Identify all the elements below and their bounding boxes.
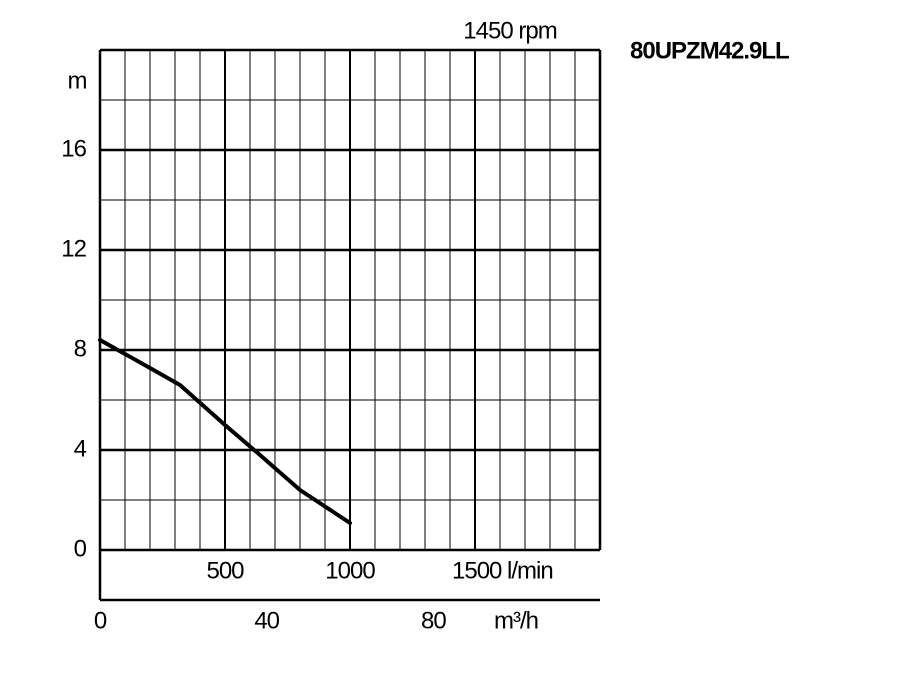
y-tick-label: 0: [74, 535, 87, 562]
curve: [98, 338, 352, 525]
x-tick-label: 1000: [325, 557, 375, 584]
x2-tick-label: 0: [94, 607, 107, 634]
x-tick-label: 1500 l/min: [452, 557, 553, 584]
chart-title: 80UPZM42.9LL: [630, 37, 789, 64]
x-tick-label: 500: [206, 557, 244, 584]
y-tick-label: 12: [61, 235, 86, 262]
x2-tick-label: 80: [421, 607, 446, 634]
y-tick-label: 4: [74, 435, 87, 462]
y-tick-label: 8: [74, 335, 87, 362]
x2-axis-label: m³/h: [494, 607, 538, 634]
y-axis-label: m: [68, 67, 87, 94]
x2-tick-label: 40: [254, 607, 279, 634]
chart-subtitle: 1450 rpm: [463, 17, 556, 44]
y-tick-label: 16: [61, 135, 86, 162]
